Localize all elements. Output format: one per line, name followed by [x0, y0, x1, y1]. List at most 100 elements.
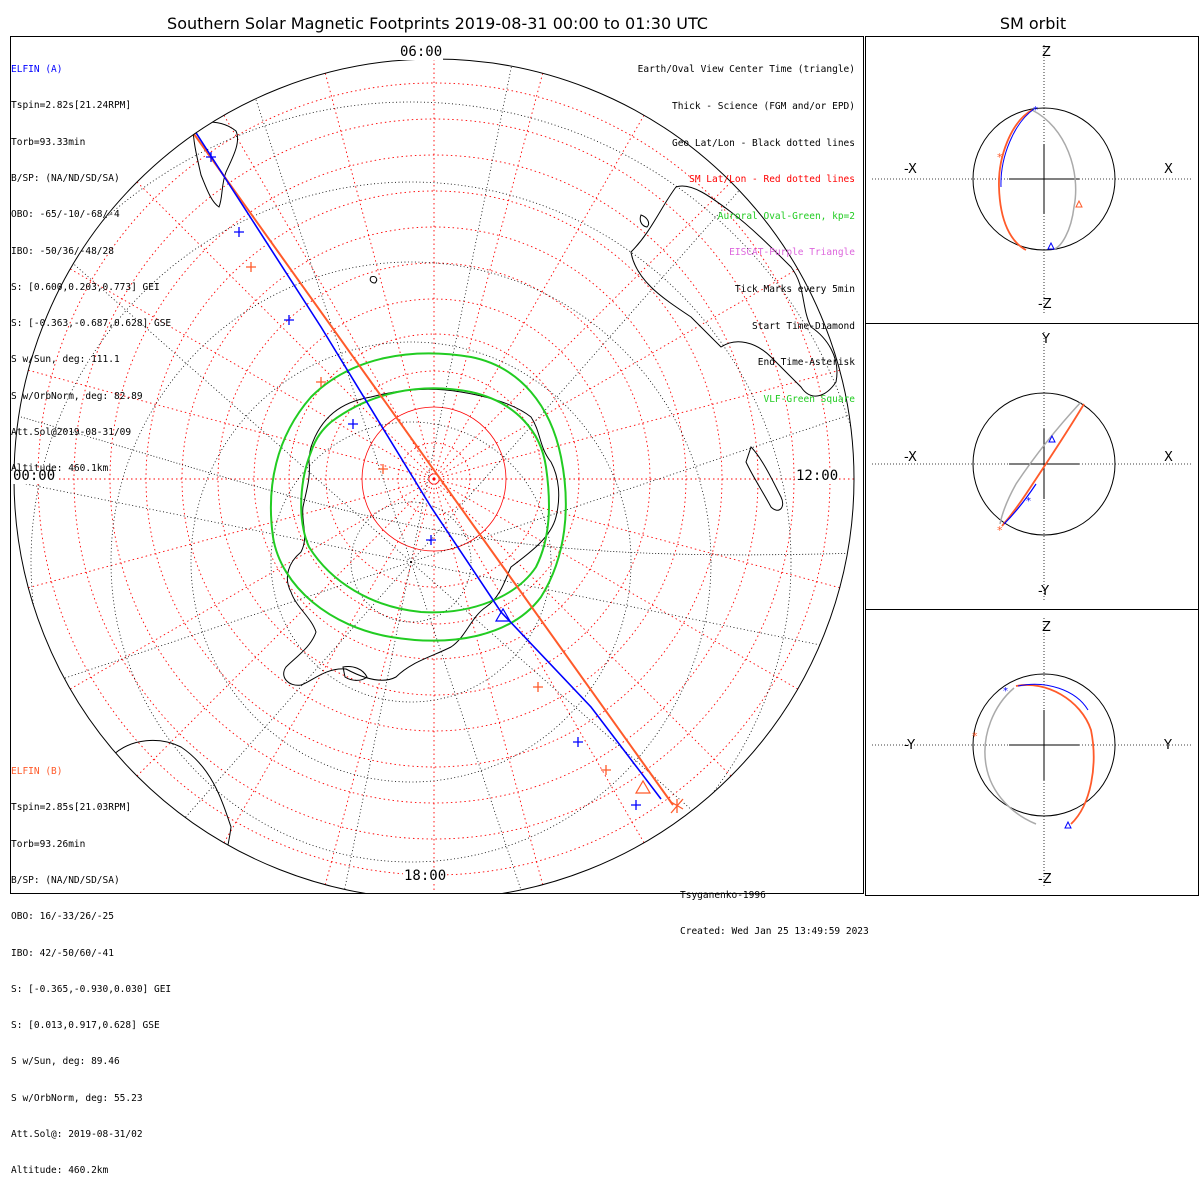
track-tick-mark	[284, 315, 294, 325]
orbit-axis-bottom: -Y	[1038, 584, 1050, 599]
footer: Tsyganenko-1996 Created: Wed Jan 25 13:4…	[680, 866, 869, 950]
orbit-panel-xy: * * Y -Y -X X	[865, 323, 1199, 610]
sm-mlt-line	[324, 73, 435, 480]
island-1	[342, 666, 368, 681]
geo-meridian	[271, 561, 412, 893]
orbit-panel-xz: * * Z -Z -X X	[865, 36, 1199, 324]
legend-item: Geo Lat/Lon - Black dotted lines	[671, 137, 855, 149]
elfin-b-line: Torb=93.26min	[11, 838, 86, 850]
mlt-label-18: 18:00	[403, 868, 448, 884]
orbit-axis-left: -X	[904, 162, 917, 177]
svg-text:*: *	[972, 730, 978, 743]
geo-latitude-circle	[270, 421, 552, 703]
orbit-axis-left: -Y	[904, 738, 916, 753]
elfin-b-line: S: [0.013,0.917,0.628] GSE	[11, 1020, 160, 1032]
geo-latitude-circle	[190, 341, 632, 783]
elfin-a-line: S: [-0.363,-0.687,0.628] GSE	[11, 318, 172, 330]
elfin-b-line: Tspin=2.85s[21.03RPM]	[11, 802, 132, 814]
orbit-axis-right: Y	[1164, 738, 1172, 753]
new-zealand-coast	[745, 446, 784, 511]
legend-item: EISCAT-Purple Triangle	[729, 247, 855, 259]
mlt-label-06: 06:00	[399, 44, 444, 60]
orbit-plot-yz: * *	[872, 618, 1192, 888]
elfin-a-line: OBO: -65/-10/-68/-4	[11, 209, 120, 221]
sm-mlt-line	[223, 478, 435, 843]
footprint-map-panel	[10, 36, 864, 894]
legend-item: Tick Marks every 5min	[734, 283, 855, 295]
track-tick-mark	[316, 377, 326, 387]
elfin-a-line: IBO: -50/36/-48/28	[11, 245, 114, 257]
geo-meridian	[410, 561, 854, 702]
geo-meridian	[410, 339, 854, 563]
footprint-map	[13, 58, 855, 893]
footer-created: Created: Wed Jan 25 13:49:59 2023	[680, 926, 869, 937]
elfin-a-line: S w/OrbNorm, deg: 82.89	[11, 390, 143, 402]
geo-latitude-circle	[14, 101, 854, 893]
elfin-b-line: Altitude: 460.2km	[11, 1165, 109, 1177]
antarctica-coast	[283, 388, 560, 686]
sm-mlt-line	[433, 478, 544, 885]
legend-item: End Time-Asterisk	[757, 357, 855, 369]
elfin-b-line: OBO: 16/-33/26/-25	[11, 911, 114, 923]
island-3	[369, 276, 378, 284]
mlt-label-12: 12:00	[795, 468, 840, 484]
legend-item: Thick - Science (FGM and/or EPD)	[671, 101, 855, 112]
geo-meridian	[410, 561, 854, 893]
legend-item: Auroral Oval-Green, kp=2	[717, 210, 855, 222]
sm-mlt-line	[433, 478, 732, 777]
sm-mlt-line	[28, 478, 435, 589]
elfin-a-line: Tspin=2.82s[21.24RPM]	[11, 100, 132, 112]
orbit-title: SM orbit	[999, 14, 1067, 33]
geo-latitude-circle	[110, 261, 712, 863]
sm-mlt-line	[136, 478, 435, 777]
australia-coast	[630, 185, 838, 397]
elfin-a-track	[190, 124, 662, 800]
auroral-oval-outer	[269, 352, 567, 642]
orbit-axis-bottom: -Z	[1038, 297, 1052, 312]
elfin-a-info: ELFIN (A) Tspin=2.82s[21.24RPM] Torb=93.…	[11, 40, 171, 487]
elfin-b-line: S w/OrbNorm, deg: 55.23	[11, 1092, 143, 1104]
orbit-axis-right: X	[1164, 162, 1173, 177]
elfin-b-info: ELFIN (B) Tspin=2.85s[21.03RPM] Torb=93.…	[11, 742, 171, 1189]
track-tick-mark	[234, 227, 244, 237]
geo-latitude-circle	[350, 501, 472, 623]
track-tick-mark	[533, 682, 543, 692]
legend-item: SM Lat/Lon - Red dotted lines	[689, 174, 855, 186]
elfin-b-line: S: [-0.365,-0.930,0.030] GEI	[11, 983, 172, 995]
elfin-b-name: ELFIN (B)	[11, 766, 63, 778]
sm-mlt-line	[324, 478, 435, 885]
sm-mlt-line	[433, 478, 840, 589]
elfin-a-line: Torb=93.33min	[11, 136, 86, 148]
sm-mlt-line	[433, 115, 645, 480]
track-tick-mark	[601, 765, 611, 775]
legend-item: Start Time-Diamond	[752, 320, 855, 332]
sm-mlt-line	[433, 478, 798, 690]
south-america-coast	[192, 121, 239, 208]
track-tick-mark	[426, 535, 436, 545]
sm-mlt-line	[433, 73, 544, 480]
auroral-oval-inner	[300, 387, 550, 614]
elfin-b-line: IBO: 42/-50/60/-41	[11, 947, 114, 959]
orbit-plot-xy: * *	[872, 332, 1192, 602]
geo-meridian	[188, 59, 412, 563]
geo-latitude-circle	[30, 181, 792, 893]
legend-item: Earth/Oval View Center Time (triangle)	[637, 64, 855, 76]
orbit-axis-right: X	[1164, 450, 1173, 465]
orbit-axis-top: Z	[1042, 45, 1051, 60]
svg-text:*: *	[1033, 105, 1038, 116]
elfin-b-track	[188, 126, 674, 806]
orbit-plot-xz: * *	[872, 45, 1192, 315]
elfin-a-view-triangle	[494, 607, 512, 622]
track-tick-mark	[631, 800, 641, 810]
track-tick-marks	[206, 152, 684, 814]
orbit-axis-left: -X	[904, 450, 917, 465]
track-tick-mark	[573, 737, 583, 747]
geo-meridian	[14, 561, 412, 785]
end-time-asterisk	[670, 798, 684, 814]
elfin-a-line: Att.Sol@2019-08-31/09	[11, 427, 132, 438]
track-tick-mark	[246, 262, 256, 272]
orbit-axis-top: Y	[1042, 332, 1050, 347]
svg-text:*: *	[997, 524, 1003, 537]
elfin-a-line: B/SP: (NA/ND/SD/SA)	[11, 173, 120, 185]
orbit-panel-yz: * * Z -Z -Y Y	[865, 609, 1199, 896]
